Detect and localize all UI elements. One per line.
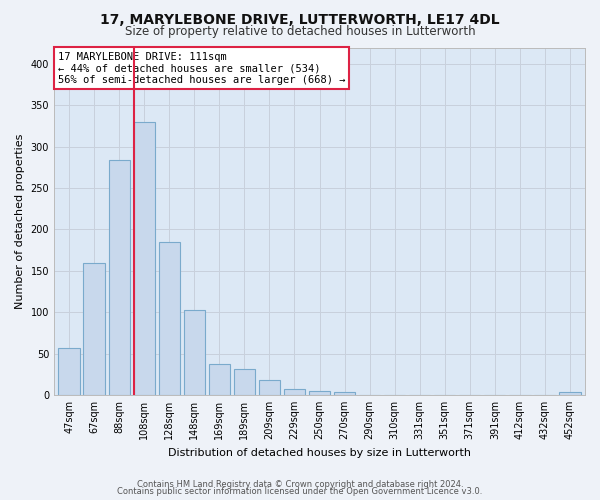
Text: Size of property relative to detached houses in Lutterworth: Size of property relative to detached ho… [125,25,475,38]
Bar [284,389,305,395]
Text: 17 MARYLEBONE DRIVE: 111sqm
← 44% of detached houses are smaller (534)
56% of se: 17 MARYLEBONE DRIVE: 111sqm ← 44% of det… [58,52,345,85]
Bar [83,262,105,395]
Bar [309,391,330,395]
Bar [109,160,130,395]
Bar [184,310,205,395]
Bar [259,380,280,395]
Text: Contains public sector information licensed under the Open Government Licence v3: Contains public sector information licen… [118,487,482,496]
Bar [158,242,180,395]
Bar [334,392,355,395]
Bar [134,122,155,395]
Y-axis label: Number of detached properties: Number of detached properties [15,134,25,309]
Text: Contains HM Land Registry data © Crown copyright and database right 2024.: Contains HM Land Registry data © Crown c… [137,480,463,489]
Bar [209,364,230,395]
Bar [234,370,255,395]
Bar [58,348,80,395]
Bar [559,392,581,395]
Text: 17, MARYLEBONE DRIVE, LUTTERWORTH, LE17 4DL: 17, MARYLEBONE DRIVE, LUTTERWORTH, LE17 … [100,12,500,26]
X-axis label: Distribution of detached houses by size in Lutterworth: Distribution of detached houses by size … [168,448,471,458]
